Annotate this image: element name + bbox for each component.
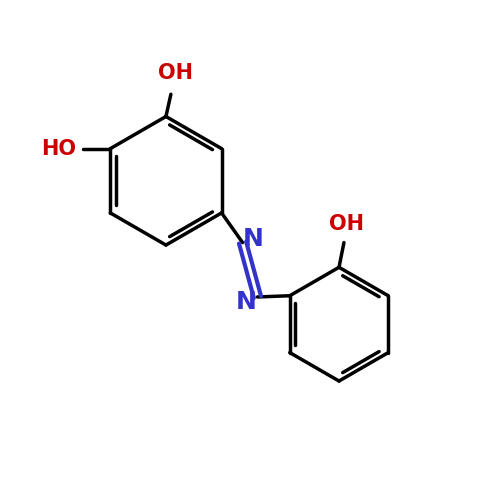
- Text: OH: OH: [158, 63, 194, 83]
- Text: N: N: [243, 226, 264, 250]
- Text: HO: HO: [40, 138, 76, 158]
- Text: OH: OH: [329, 214, 364, 234]
- Text: N: N: [236, 290, 257, 314]
